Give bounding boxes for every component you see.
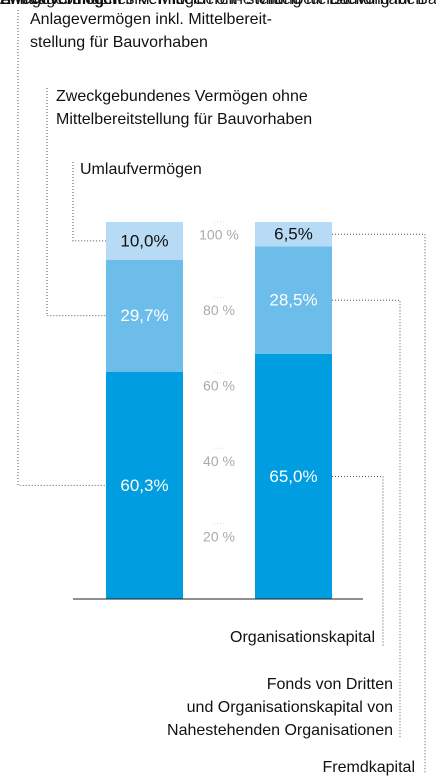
bar-segment [255,222,332,247]
data-label: 28,5% [269,291,317,310]
bar-segment [106,371,183,599]
data-label: 6,5% [274,225,313,244]
leader-line [332,299,401,738]
y-tick-label: 80 % [203,302,235,318]
leader-line [17,10,106,486]
bar-segment [106,222,183,260]
y-tick-label: 60 % [203,378,235,394]
data-label: 10,0% [120,231,168,250]
leader-line [72,162,106,242]
bar-segment [255,353,332,599]
bar-segment [106,259,183,372]
data-label: 65,0% [269,467,317,486]
data-label: 29,7% [120,306,168,325]
leader-line [332,475,384,646]
leader-line [46,88,106,317]
data-label: 60,3% [120,476,168,495]
y-tick-label: 40 % [203,453,235,469]
leader-line [332,233,426,773]
bar-segment [255,246,332,354]
y-tick-label: 100 % [199,227,239,243]
y-tick-label: 20 % [203,528,235,544]
